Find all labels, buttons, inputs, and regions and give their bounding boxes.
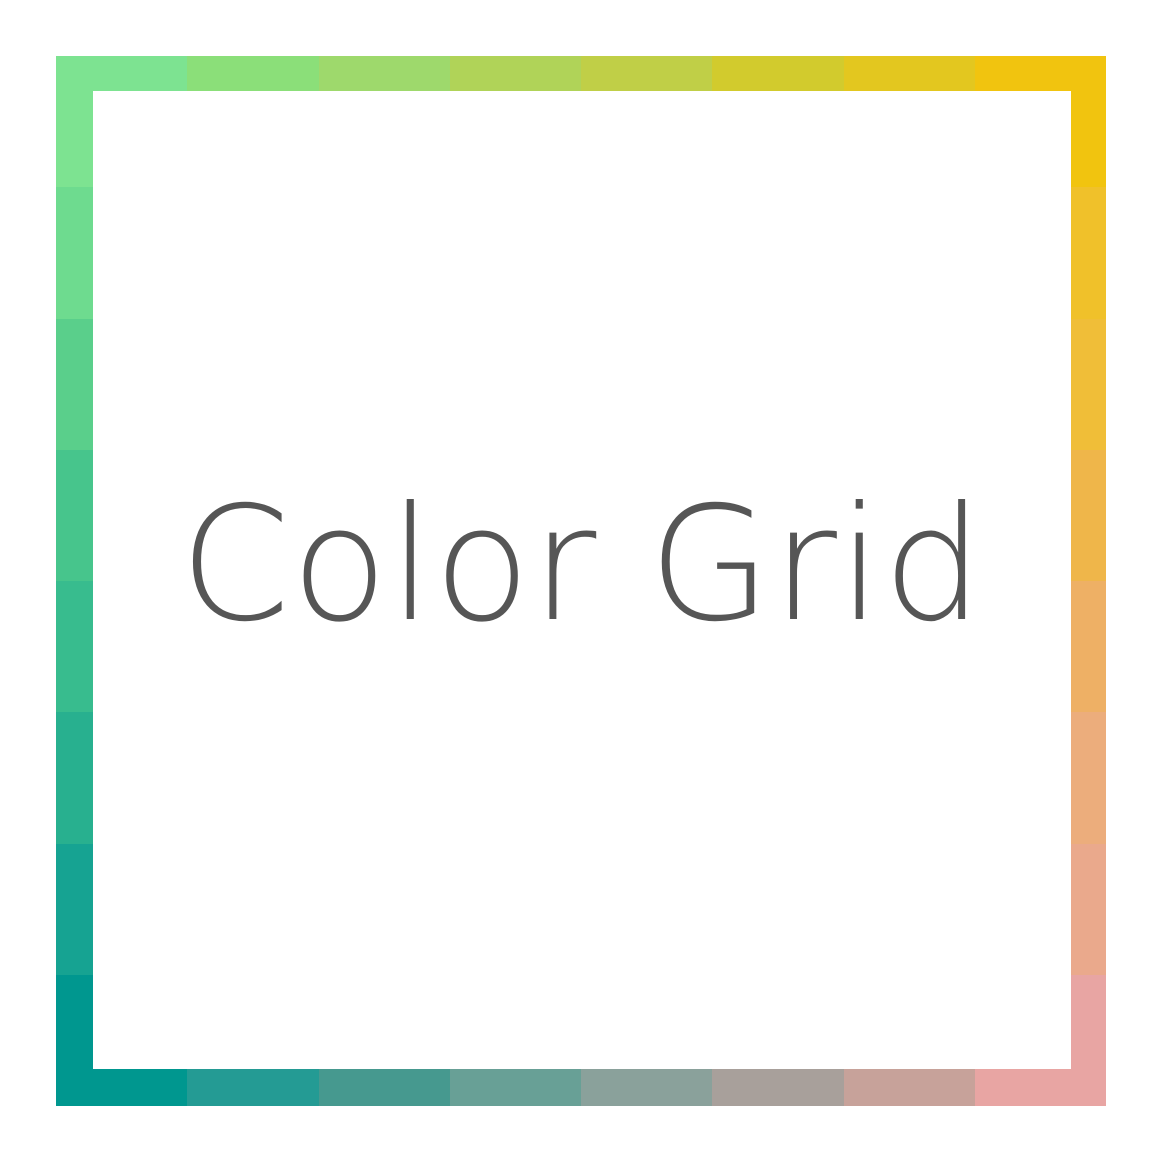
logo-title: Color Grid	[179, 473, 985, 657]
white-center-panel: Color Grid	[93, 91, 1071, 1069]
